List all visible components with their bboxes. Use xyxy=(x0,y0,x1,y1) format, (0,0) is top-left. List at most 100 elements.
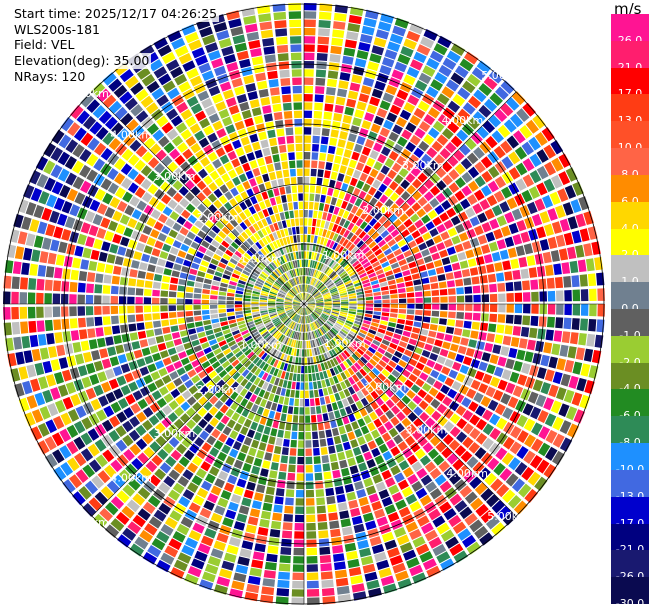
range-gate-cell xyxy=(180,357,190,366)
range-gate-cell xyxy=(431,422,442,434)
range-gate-cell xyxy=(464,312,473,320)
range-gate-cell xyxy=(331,402,339,411)
range-gate-cell xyxy=(514,146,528,160)
range-gate-cell xyxy=(278,61,290,70)
range-gate-cell xyxy=(269,242,276,251)
range-gate-cell xyxy=(430,282,439,290)
range-gate-cell xyxy=(295,286,299,294)
range-gate-cell xyxy=(338,208,345,217)
range-gate-cell xyxy=(234,194,243,204)
range-gate-cell xyxy=(430,317,439,324)
range-gate-cell xyxy=(524,488,538,504)
range-gate-cell xyxy=(301,365,304,374)
range-gate-cell xyxy=(247,362,255,371)
range-gate-cell xyxy=(57,151,70,166)
range-gate-cell xyxy=(459,58,474,72)
range-gate-cell xyxy=(360,443,370,454)
range-gate-cell xyxy=(493,228,503,240)
range-gate-cell xyxy=(494,262,503,272)
range-gate-cell xyxy=(195,251,205,259)
range-gate-cell xyxy=(169,371,179,380)
range-gate-cell xyxy=(242,462,252,473)
range-gate-cell xyxy=(444,334,453,342)
range-gate-cell xyxy=(571,275,580,288)
range-gate-cell xyxy=(360,425,370,435)
range-gate-cell xyxy=(156,94,169,107)
range-gate-cell xyxy=(408,338,418,346)
range-gate-cell xyxy=(304,365,308,374)
range-gate-cell xyxy=(373,115,385,126)
range-gate-cell xyxy=(243,312,252,317)
range-gate-cell xyxy=(351,515,363,526)
range-gate-cell xyxy=(229,280,237,286)
range-gate-cell xyxy=(279,265,286,273)
range-gate-cell xyxy=(489,413,501,426)
range-gate-cell xyxy=(379,64,392,76)
range-gate-cell xyxy=(251,439,260,449)
range-gate-cell xyxy=(129,195,140,207)
range-gate-cell xyxy=(296,294,302,301)
range-gate-cell xyxy=(475,256,485,266)
range-gate-cell xyxy=(200,461,211,472)
range-gate-cell xyxy=(516,445,529,460)
range-gate-cell xyxy=(159,251,169,260)
range-gate-cell xyxy=(94,284,103,294)
range-gate-cell xyxy=(210,290,219,295)
range-gate-cell xyxy=(284,272,290,280)
range-gate-cell xyxy=(273,445,282,455)
range-gate-cell xyxy=(312,289,318,296)
range-gate-cell xyxy=(202,283,211,290)
range-gate-cell xyxy=(268,295,277,299)
range-gate-cell xyxy=(161,225,171,235)
range-gate-cell xyxy=(350,328,359,334)
range-gate-cell xyxy=(226,544,239,555)
range-gate-cell xyxy=(144,321,153,330)
range-gate-cell xyxy=(268,307,276,310)
range-gate-cell xyxy=(552,433,565,448)
range-gate-cell xyxy=(407,400,417,411)
range-gate-cell xyxy=(376,516,389,527)
range-gate-cell xyxy=(62,331,72,343)
range-gate-cell xyxy=(345,241,353,249)
range-gate-cell xyxy=(304,127,312,135)
range-gate-cell xyxy=(431,252,441,261)
range-gate-cell xyxy=(346,550,358,560)
range-gate-cell xyxy=(199,507,212,519)
elevation-label: Elevation(deg): 35.00 xyxy=(12,53,152,69)
range-gate-cell xyxy=(198,214,208,224)
range-gate-cell xyxy=(154,468,167,481)
range-gate-cell xyxy=(332,375,339,384)
range-gate-cell xyxy=(308,201,314,210)
range-gate-cell xyxy=(392,25,407,37)
range-gate-cell xyxy=(150,229,160,239)
range-gate-cell xyxy=(406,184,417,195)
range-gate-cell xyxy=(173,192,184,203)
range-gate-cell xyxy=(480,509,495,524)
range-gate-cell xyxy=(497,124,511,138)
range-gate-cell xyxy=(379,100,391,111)
range-gate-cell xyxy=(436,355,446,365)
range-gate-cell xyxy=(539,291,548,302)
range-gate-cell xyxy=(227,312,235,317)
range-gate-cell xyxy=(255,253,263,261)
range-gate-cell xyxy=(527,471,541,486)
range-gate-cell xyxy=(234,42,248,53)
range-gate-cell xyxy=(50,387,61,401)
range-gate-cell xyxy=(255,193,263,203)
range-gate-cell xyxy=(352,325,360,332)
range-gate-cell xyxy=(218,195,228,205)
range-gate-cell xyxy=(271,329,278,336)
range-gate-cell xyxy=(547,207,558,221)
range-gate-cell xyxy=(250,195,258,205)
range-gate-cell xyxy=(413,107,426,119)
range-gate-cell xyxy=(441,257,451,266)
range-gate-cell xyxy=(496,239,507,250)
range-gate-cell xyxy=(317,513,327,522)
range-gate-cell xyxy=(210,343,220,351)
range-gate-cell xyxy=(152,305,160,312)
range-gate-cell xyxy=(267,189,274,198)
range-gate-cell xyxy=(194,321,203,327)
range-gate-cell xyxy=(44,293,52,304)
range-gate-cell xyxy=(273,340,280,349)
range-gate-cell xyxy=(293,235,297,243)
